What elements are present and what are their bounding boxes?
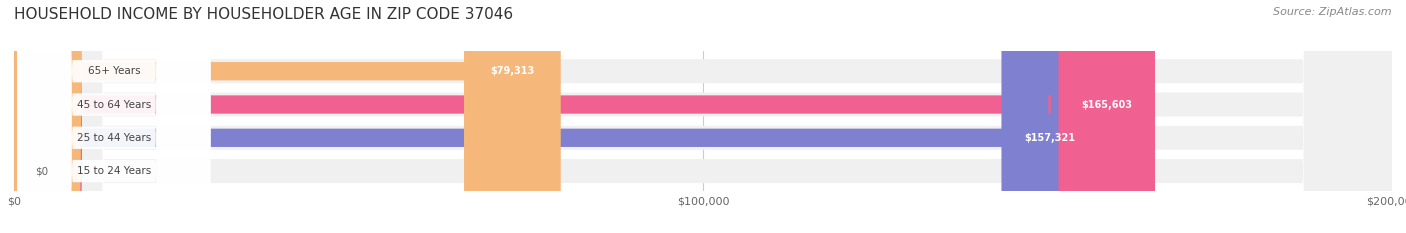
Text: 25 to 44 Years: 25 to 44 Years — [77, 133, 150, 143]
FancyBboxPatch shape — [14, 0, 561, 233]
FancyBboxPatch shape — [14, 0, 1098, 233]
Text: $0: $0 — [35, 166, 48, 176]
Text: 15 to 24 Years: 15 to 24 Years — [77, 166, 150, 176]
FancyBboxPatch shape — [464, 0, 561, 233]
FancyBboxPatch shape — [17, 0, 211, 233]
FancyBboxPatch shape — [0, 0, 83, 233]
Text: $157,321: $157,321 — [1024, 133, 1076, 143]
FancyBboxPatch shape — [14, 0, 1392, 233]
FancyBboxPatch shape — [14, 0, 1392, 233]
FancyBboxPatch shape — [14, 0, 1392, 233]
Text: HOUSEHOLD INCOME BY HOUSEHOLDER AGE IN ZIP CODE 37046: HOUSEHOLD INCOME BY HOUSEHOLDER AGE IN Z… — [14, 7, 513, 22]
Text: Source: ZipAtlas.com: Source: ZipAtlas.com — [1274, 7, 1392, 17]
FancyBboxPatch shape — [14, 0, 1154, 233]
FancyBboxPatch shape — [17, 0, 211, 233]
FancyBboxPatch shape — [14, 0, 1392, 233]
FancyBboxPatch shape — [17, 0, 211, 233]
FancyBboxPatch shape — [17, 0, 211, 233]
Text: $79,313: $79,313 — [491, 66, 534, 76]
FancyBboxPatch shape — [1001, 0, 1098, 233]
Text: 65+ Years: 65+ Years — [87, 66, 141, 76]
Text: $165,603: $165,603 — [1081, 99, 1132, 110]
Text: 45 to 64 Years: 45 to 64 Years — [77, 99, 150, 110]
FancyBboxPatch shape — [1059, 0, 1154, 233]
